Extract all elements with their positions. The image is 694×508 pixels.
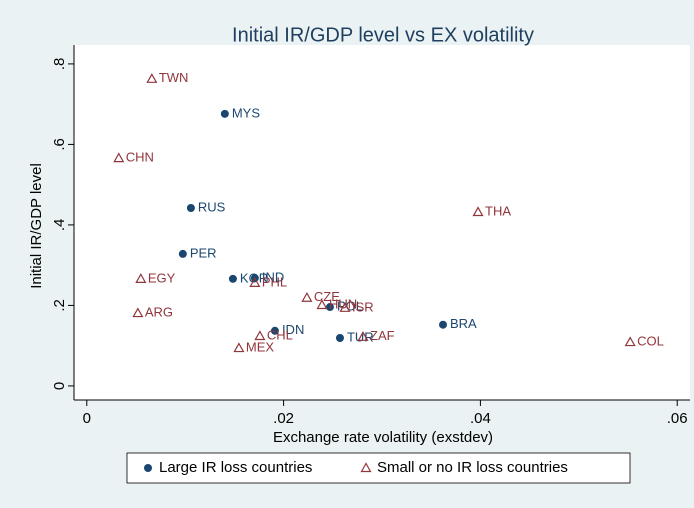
marker xyxy=(624,336,636,347)
point-label: CHL xyxy=(267,327,293,342)
point-label: PER xyxy=(190,245,217,260)
marker xyxy=(335,334,344,343)
marker xyxy=(316,299,328,310)
point-label: CZE xyxy=(314,289,340,304)
point-label: MEX xyxy=(246,340,274,355)
point-label: MYS xyxy=(232,105,261,120)
point-label: EGY xyxy=(148,270,176,285)
marker xyxy=(228,274,237,283)
point-label: RUS xyxy=(198,199,226,214)
point-label: BRA xyxy=(450,316,477,331)
marker xyxy=(186,204,195,213)
plot-area xyxy=(74,45,690,400)
marker xyxy=(220,109,229,118)
marker xyxy=(360,462,372,473)
y-tick-label: 0 xyxy=(51,382,68,390)
marker xyxy=(339,302,351,312)
marker xyxy=(270,326,279,335)
point-label: HUN xyxy=(329,296,357,311)
x-axis-title: Exchange rate volatility (exstdev) xyxy=(273,429,493,446)
point-label: IDN xyxy=(282,322,304,337)
y-tick-label: .8 xyxy=(51,58,68,71)
marker xyxy=(472,206,484,217)
x-tick-label: .02 xyxy=(273,410,294,427)
y-tick-label: .4 xyxy=(51,219,68,232)
marker xyxy=(113,152,125,163)
legend-label: Small or no IR loss countries xyxy=(377,459,568,476)
point-label: COL xyxy=(637,333,664,348)
marker xyxy=(132,307,144,318)
y-tick-label: .2 xyxy=(51,299,68,312)
chart-title: Initial IR/GDP level vs EX volatility xyxy=(232,24,534,46)
marker xyxy=(249,277,261,287)
x-tick-label: .06 xyxy=(667,410,688,427)
legend xyxy=(126,452,631,484)
point-label: THA xyxy=(485,203,511,218)
x-tick-label: 0 xyxy=(83,410,91,427)
point-label: PHL xyxy=(262,274,287,289)
marker xyxy=(357,331,369,341)
marker xyxy=(178,249,187,258)
marker xyxy=(301,292,313,302)
marker xyxy=(144,464,152,472)
legend-label: Large IR loss countries xyxy=(159,459,312,476)
marker xyxy=(439,320,448,329)
point-label: ISR xyxy=(352,299,374,314)
point-label: IND xyxy=(262,269,284,284)
point-label: ARG xyxy=(145,304,173,319)
point-label: POL xyxy=(337,298,363,313)
y-axis-title: Initial IR/GDP level xyxy=(28,163,45,289)
x-tick-label: .04 xyxy=(470,410,491,427)
point-label: CHN xyxy=(126,150,154,165)
y-tick-label: .6 xyxy=(51,138,68,151)
marker xyxy=(325,303,334,312)
marker xyxy=(146,73,158,83)
marker xyxy=(233,342,245,353)
marker xyxy=(135,273,147,283)
point-label: TWN xyxy=(159,70,189,85)
point-label: ZAF xyxy=(370,328,395,343)
marker xyxy=(254,330,266,341)
